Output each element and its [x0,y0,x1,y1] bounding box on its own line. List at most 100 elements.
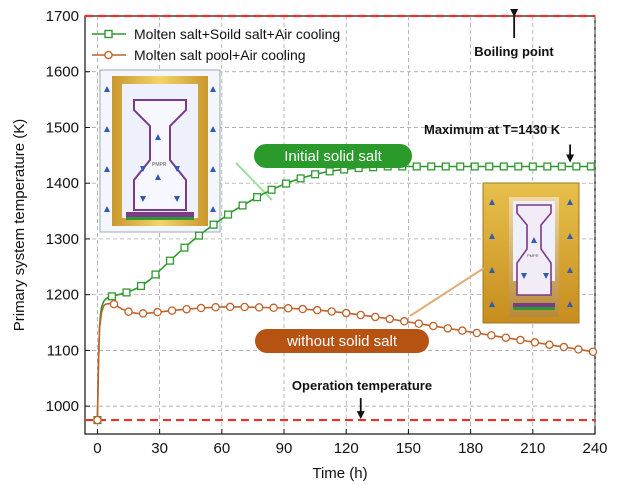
legend: Molten salt+Soild salt+Air cooling Molte… [92,26,340,63]
data-point-salt-pool [472,328,482,338]
data-point-salt-pool [138,309,148,318]
data-point-salt-pool [530,338,540,347]
data-point-salt-pool [327,307,336,316]
callout-without-solid-salt: without solid salt [255,329,429,353]
data-point-solid-salt [470,162,479,171]
x-tick-label: 120 [334,440,359,457]
legend-item-salt-pool: Molten salt pool+Air cooling [92,47,306,63]
data-point-salt-pool [167,306,177,315]
data-point-solid-salt [572,162,581,171]
data-point-salt-pool [240,302,249,312]
data-point-solid-salt [296,174,305,183]
svg-text:Initial solid salt: Initial solid salt [284,148,382,165]
data-point-salt-pool [588,347,598,356]
x-tick-label: 0 [93,440,101,457]
data-point-salt-pool [487,331,496,340]
data-point-salt-pool [312,305,322,315]
svg-text:PMPR: PMPR [152,162,167,168]
x-tick-label: 210 [520,440,545,457]
data-point-solid-salt [543,162,552,171]
data-point-salt-pool [93,415,102,425]
data-point-salt-pool [225,302,235,312]
callout-pointer-solid-salt [235,162,273,201]
y-tick-label: 1000 [46,398,79,415]
data-point-solid-salt [253,193,262,202]
data-point-salt-pool [385,314,395,324]
y-tick-label: 1500 [46,119,79,136]
data-point-solid-salt [325,167,334,176]
data-point-solid-salt [528,162,537,171]
legend-item-solid-salt: Molten salt+Soild salt+Air cooling [92,26,340,42]
data-point-solid-salt [485,162,494,171]
data-point-salt-pool [414,319,424,328]
data-point-solid-salt [267,185,276,194]
data-point-solid-salt [456,162,465,171]
data-point-solid-salt [136,281,146,291]
operation-arrow-head [356,411,365,420]
y-tick-label: 1600 [46,64,79,81]
svg-text:Molten salt pool+Air cooling: Molten salt pool+Air cooling [134,47,306,63]
x-tick-label: 30 [151,440,168,457]
y-axis: 1000 1100 1200 1300 1400 1500 1600 1700 [46,8,90,415]
y-tick-label: 1300 [46,231,79,248]
data-point-salt-pool [196,303,206,313]
x-tick-label: 150 [396,440,421,457]
data-point-salt-pool [443,324,453,333]
y-tick-label: 1200 [46,287,79,304]
callout-pointer-salt-pool [409,267,485,317]
x-tick-label: 240 [582,440,607,457]
data-point-salt-pool [545,340,554,349]
data-point-salt-pool [458,326,467,335]
svg-text:Molten salt+Soild salt+Air coo: Molten salt+Soild salt+Air cooling [134,26,340,42]
x-tick-label: 180 [458,440,483,457]
data-point-solid-salt [557,162,566,171]
y-tick-label: 1700 [46,8,79,25]
data-point-solid-salt [165,256,175,265]
data-point-salt-pool [254,303,264,312]
data-point-solid-salt [194,231,204,240]
data-point-salt-pool [516,335,525,345]
maximum-label: Maximum at T=1430 K [424,122,561,137]
data-point-salt-pool [501,333,511,342]
data-point-salt-pool [356,310,365,320]
data-point-solid-salt [586,162,595,171]
data-point-solid-salt [223,210,233,219]
operation-temperature-label: Operation temperature [292,378,432,393]
reactor-inset-salt-pool: PMPR [482,182,580,324]
boiling-point-label: Boiling point [474,44,554,59]
data-point-salt-pool [429,321,438,331]
y-tick-label: 1100 [47,342,79,359]
svg-text:PMPR: PMPR [527,253,539,258]
data-point-salt-pool [370,312,380,322]
data-point-salt-pool [574,345,583,354]
svg-text:without solid salt: without solid salt [286,333,398,350]
maximum-arrow-head [566,154,575,163]
data-point-solid-salt [499,162,508,171]
x-tick-label: 60 [213,440,230,457]
data-point-solid-salt [122,288,131,297]
data-point-solid-salt [209,220,218,229]
data-point-salt-pool [341,308,351,318]
data-point-salt-pool [153,307,162,317]
boiling-arrow-head [510,9,519,17]
data-point-solid-salt [107,292,117,301]
data-point-solid-salt [514,162,523,171]
data-point-salt-pool [283,304,293,313]
data-point-salt-pool [109,299,119,309]
data-point-salt-pool [124,307,133,316]
reference-lines [85,14,595,422]
data-point-solid-salt [180,243,189,252]
y-axis-title: Primary system temperature (K) [11,119,28,332]
data-point-salt-pool [269,303,278,313]
y-tick-label: 1400 [46,175,79,192]
data-point-solid-salt [238,201,247,210]
data-point-solid-salt [441,162,450,171]
data-point-solid-salt [282,179,291,188]
data-point-salt-pool [298,304,307,314]
data-point-solid-salt [427,162,436,171]
reactor-inset-solid-salt: PMPR [99,69,221,233]
annotation-arrows [356,9,575,420]
data-point-solid-salt [412,162,421,171]
data-point-solid-salt [151,270,160,279]
